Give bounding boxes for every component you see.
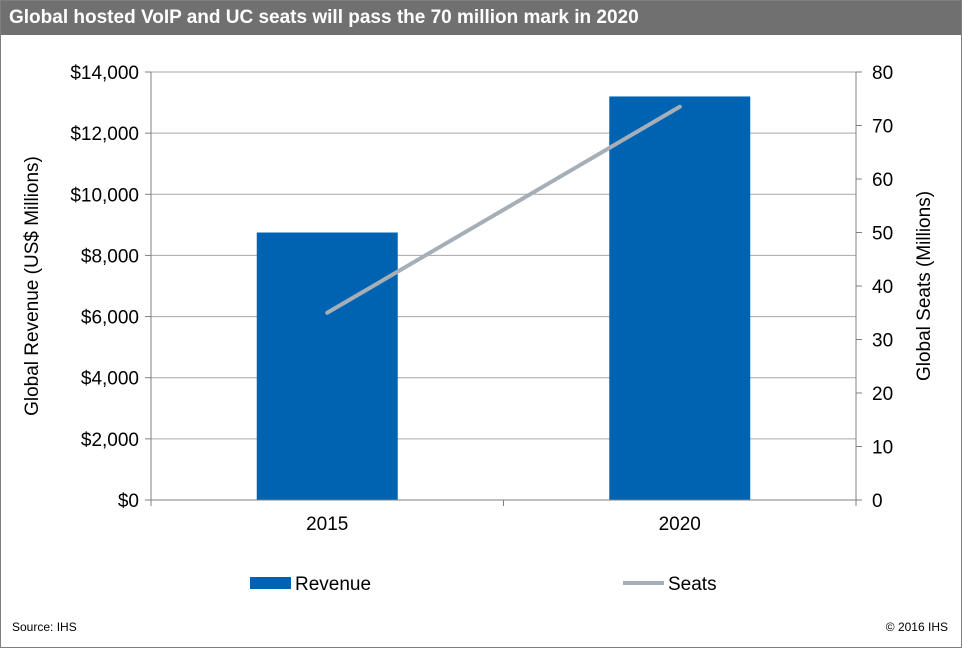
legend-swatch-revenue	[250, 577, 291, 589]
y2-tick-label: 50	[872, 224, 893, 245]
y-axis-title: Global Revenue (US$ Millions)	[22, 156, 43, 416]
legend-label-revenue: Revenue	[295, 574, 371, 595]
y2-tick-label: 40	[872, 277, 893, 298]
x-tick-label: 2015	[306, 514, 348, 535]
x-tick-label: 2020	[659, 514, 701, 535]
bar-revenue	[609, 96, 751, 500]
chart-title: Global hosted VoIP and UC seats will pas…	[1, 1, 961, 35]
y2-tick-label: 0	[872, 491, 883, 512]
bar-revenue	[256, 232, 398, 500]
y2-tick-label: 60	[872, 170, 893, 191]
y-tick-label: $0	[118, 491, 139, 512]
y-tick-label: $4,000	[81, 369, 139, 390]
y-tick-label: $14,000	[70, 63, 139, 84]
y-tick-label: $8,000	[81, 246, 139, 267]
y-tick-label: $10,000	[70, 185, 139, 206]
y2-tick-label: 20	[872, 384, 893, 405]
y-tick-label: $2,000	[81, 430, 139, 451]
copyright-note: © 2016 IHS	[885, 620, 948, 634]
y2-tick-label: 30	[872, 331, 893, 352]
source-note: Source: IHS	[12, 620, 77, 634]
y2-axis-title: Global Seats (Millions)	[914, 191, 935, 381]
y2-tick-label: 70	[872, 117, 893, 138]
y-tick-label: $6,000	[81, 308, 139, 329]
y-tick-label: $12,000	[70, 124, 139, 145]
y2-tick-label: 10	[872, 438, 893, 459]
legend-label-seats: Seats	[668, 574, 717, 595]
line-seats	[325, 104, 682, 315]
y2-tick-label: 80	[872, 63, 893, 84]
